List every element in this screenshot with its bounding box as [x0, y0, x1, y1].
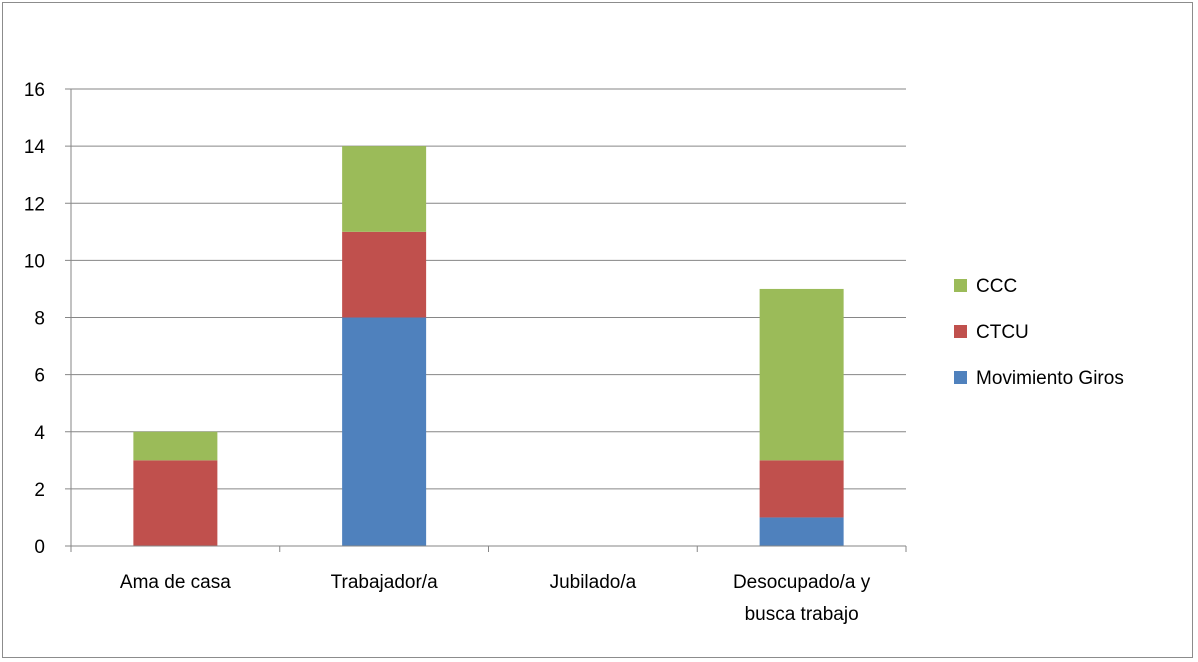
y-tick-label: 4	[34, 423, 45, 444]
legend-swatch	[954, 325, 967, 338]
x-tick-label: busca trabajo	[745, 604, 859, 625]
legend-swatch	[954, 279, 967, 292]
bar-segment	[759, 460, 844, 518]
bar-segment	[759, 288, 844, 461]
x-tick-label: Jubilado/a	[550, 572, 637, 593]
y-tick-label: 2	[34, 480, 45, 501]
y-tick-label: 14	[24, 137, 46, 158]
y-tick-label: 8	[34, 309, 45, 330]
x-tick-label: Ama de casa	[120, 572, 231, 593]
y-tick-label: 10	[24, 251, 45, 272]
y-tick-label: 16	[24, 80, 45, 101]
bar-segment	[342, 146, 427, 232]
bar-segment	[133, 431, 218, 461]
x-axis: Ama de casa Trabajador/a Jubilado/a Desocup…	[70, 545, 907, 625]
x-tick-label: Trabajador/a	[331, 572, 438, 593]
y-tick-label: 6	[34, 366, 45, 387]
y-axis: 0 2 4 6 8 10 12 14 16	[24, 80, 72, 558]
y-tick-label: 0	[34, 537, 45, 558]
bar-segment	[759, 517, 844, 546]
bar-segment	[342, 231, 427, 318]
legend-label: CTCU	[976, 322, 1029, 343]
bar-segment	[133, 460, 218, 546]
x-tick-label: Desocupado/a y	[733, 572, 871, 593]
legend: CCC CTCU Movimiento Giros	[954, 276, 1124, 389]
legend-label: CCC	[976, 276, 1017, 297]
legend-swatch	[954, 371, 967, 384]
bar-segment	[342, 317, 427, 546]
bars	[133, 146, 844, 546]
legend-label: Movimiento Giros	[976, 368, 1124, 389]
y-tick-label: 12	[24, 194, 45, 215]
